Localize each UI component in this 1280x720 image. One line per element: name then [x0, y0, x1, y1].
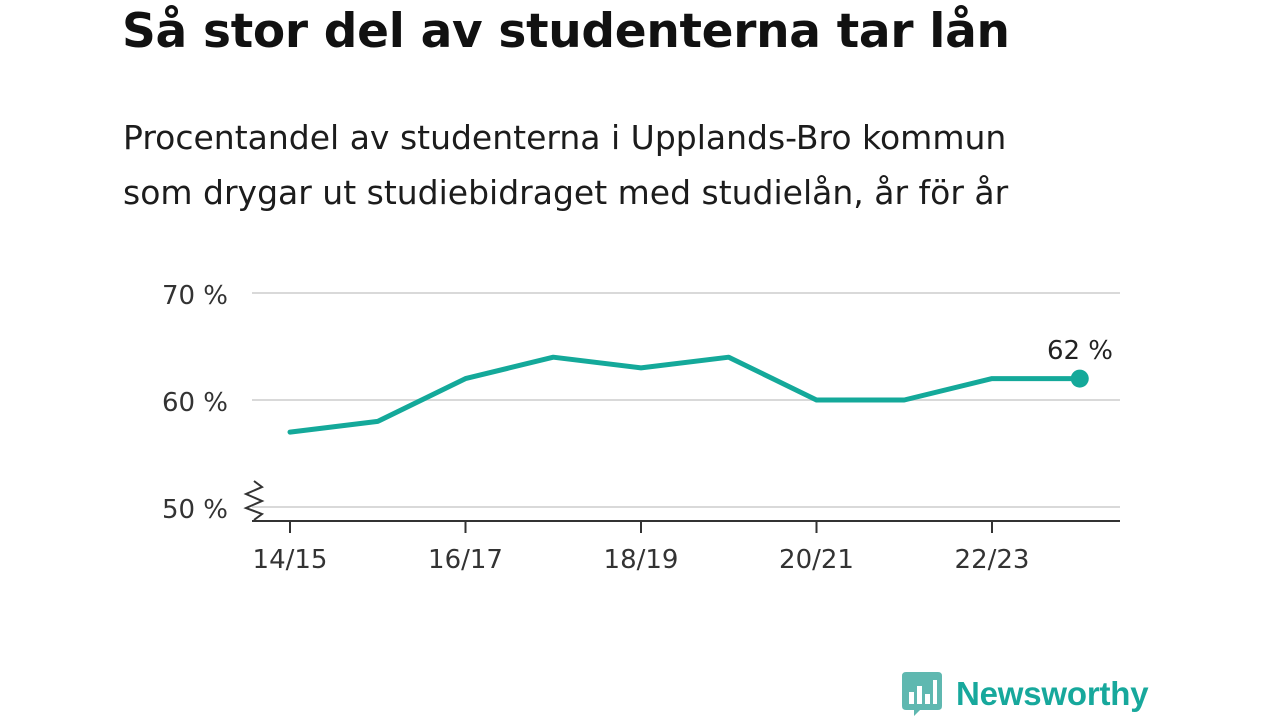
chart-subtitle: Procentandel av studenterna i Upplands-B… — [123, 110, 1153, 220]
y-tick-label: 50 % — [162, 495, 228, 525]
series-line — [287, 354, 1083, 435]
bar-chart-speech-bubble-icon — [902, 672, 942, 716]
subtitle-line-2: som drygar ut studiebidraget med studiel… — [123, 173, 1009, 212]
axis-break-icon — [243, 480, 265, 521]
x-tick-label: 20/21 — [779, 545, 854, 575]
x-tick-label: 14/15 — [253, 545, 328, 575]
y-tick-label: 70 % — [162, 281, 228, 311]
chart-title: Så stor del av studenterna tar lån — [122, 4, 1010, 59]
y-tick-label: 60 % — [162, 388, 228, 418]
newsworthy-logo: Newsworthy — [902, 672, 1149, 716]
x-tick-label: 18/19 — [604, 545, 679, 575]
end-value-label: 62 % — [1047, 336, 1113, 366]
end-point — [1070, 369, 1089, 388]
x-tick-label: 16/17 — [428, 545, 503, 575]
brand-name: Newsworthy — [956, 675, 1149, 712]
x-tick-label: 22/23 — [955, 545, 1030, 575]
subtitle-line-1: Procentandel av studenterna i Upplands-B… — [123, 118, 1007, 157]
